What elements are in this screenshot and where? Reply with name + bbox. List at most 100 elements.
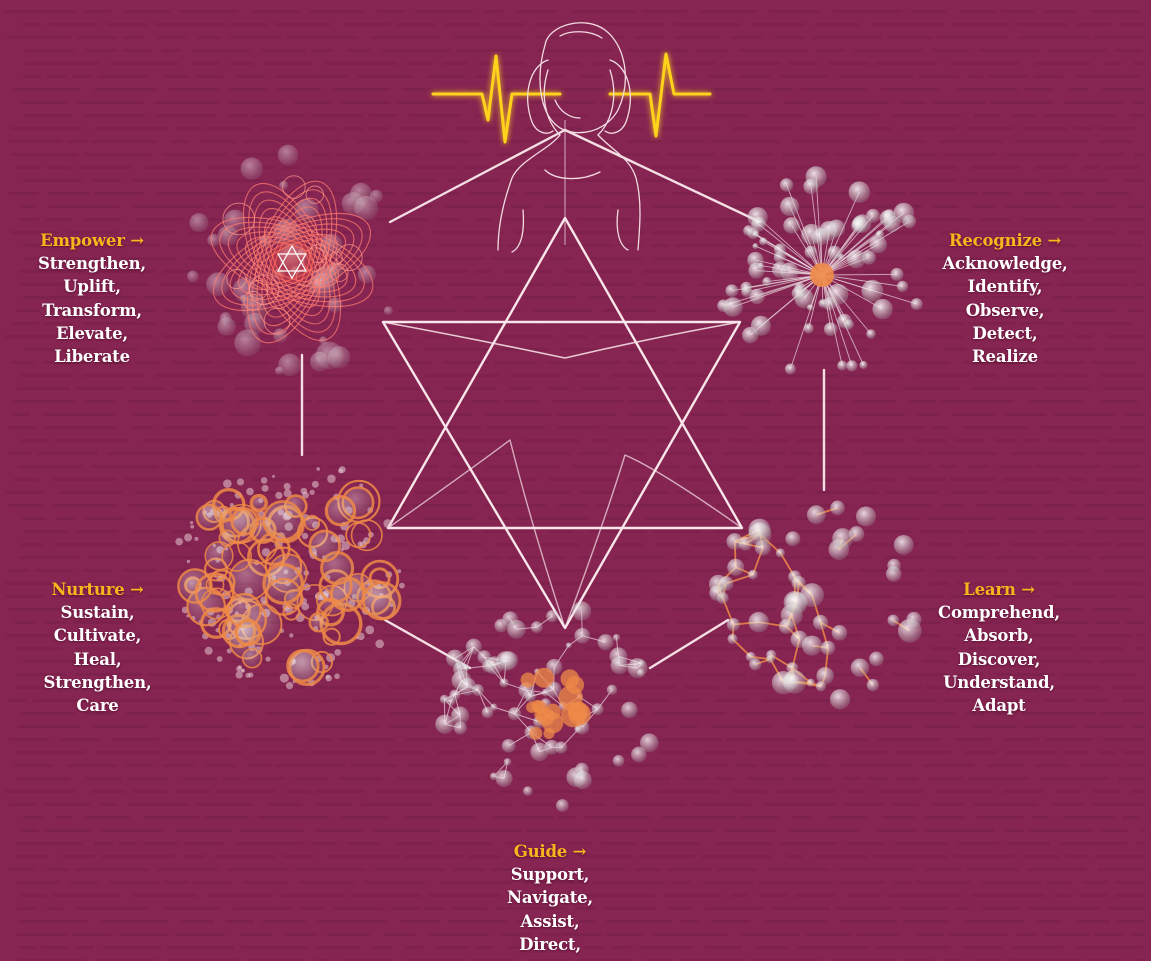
texture-stroke bbox=[565, 660, 592, 663]
network-connectors bbox=[300, 128, 826, 670]
texture-stroke bbox=[1098, 868, 1145, 871]
texture-stroke bbox=[1041, 426, 1112, 429]
texture-stroke bbox=[163, 621, 188, 624]
texture-stroke bbox=[997, 647, 1026, 650]
texture-stroke bbox=[130, 426, 153, 429]
texture-stroke bbox=[973, 725, 1017, 728]
speck bbox=[184, 533, 193, 542]
texture-stroke bbox=[1011, 946, 1064, 949]
texture-stroke bbox=[840, 764, 912, 767]
texture-stroke bbox=[1077, 946, 1143, 949]
texture-stroke bbox=[932, 101, 985, 104]
texture-stroke bbox=[92, 725, 148, 728]
bubble-icon bbox=[495, 770, 513, 788]
texture-stroke bbox=[496, 907, 567, 910]
texture-stroke bbox=[191, 309, 232, 312]
texture-stroke bbox=[43, 426, 117, 429]
texture-stroke bbox=[738, 75, 770, 78]
texture-stroke bbox=[1049, 439, 1101, 442]
bubble-icon bbox=[748, 518, 771, 541]
texture-stroke bbox=[85, 400, 118, 403]
texture-stroke bbox=[1064, 101, 1125, 104]
texture-stroke bbox=[239, 933, 272, 936]
texture-stroke bbox=[956, 582, 1026, 585]
texture-stroke bbox=[533, 868, 565, 871]
texture-stroke bbox=[23, 179, 82, 182]
texture-stroke bbox=[585, 751, 648, 754]
texture-stroke bbox=[800, 699, 855, 702]
texture-stroke bbox=[857, 595, 894, 598]
texture-stroke bbox=[327, 452, 392, 455]
bubble-icon bbox=[725, 284, 739, 298]
texture-stroke bbox=[394, 465, 438, 468]
texture-stroke bbox=[869, 205, 922, 208]
bubble-icon bbox=[207, 233, 221, 247]
texture-stroke bbox=[317, 920, 388, 923]
bubble-icon bbox=[727, 558, 745, 576]
texture-stroke bbox=[1047, 49, 1107, 52]
texture-stroke bbox=[345, 842, 382, 845]
bubble-icon bbox=[820, 640, 836, 656]
texture-stroke bbox=[710, 920, 751, 923]
texture-stroke bbox=[106, 660, 181, 663]
texture-stroke bbox=[942, 504, 964, 507]
texture-stroke bbox=[993, 309, 1054, 312]
texture-stroke bbox=[251, 465, 284, 468]
texture-stroke bbox=[968, 465, 988, 468]
texture-stroke bbox=[8, 504, 43, 507]
texture-stroke bbox=[1094, 530, 1145, 533]
speck bbox=[283, 489, 292, 498]
texture-stroke bbox=[889, 335, 908, 338]
bubble-icon bbox=[591, 703, 604, 716]
texture-stroke bbox=[245, 309, 301, 312]
texture-stroke bbox=[1133, 62, 1145, 65]
texture-stroke bbox=[726, 517, 791, 520]
texture-stroke bbox=[1044, 387, 1090, 390]
texture-stroke bbox=[148, 673, 208, 676]
texture-stroke bbox=[1044, 348, 1095, 351]
bubble-icon bbox=[748, 569, 758, 580]
bubble-icon bbox=[621, 701, 638, 719]
texture-stroke bbox=[924, 764, 975, 767]
speck bbox=[375, 639, 384, 649]
texture-stroke bbox=[717, 868, 756, 871]
texture-stroke bbox=[377, 660, 422, 663]
texture-stroke bbox=[16, 647, 63, 650]
texture-stroke bbox=[1026, 868, 1087, 871]
texture-stroke bbox=[894, 881, 912, 884]
bubble-icon bbox=[887, 614, 900, 627]
texture-stroke bbox=[1053, 686, 1101, 689]
texture-stroke bbox=[47, 192, 89, 195]
texture-stroke bbox=[651, 244, 669, 247]
bubble-icon bbox=[851, 218, 867, 234]
texture-stroke bbox=[1022, 218, 1083, 221]
texture-stroke bbox=[401, 88, 455, 91]
texture-stroke bbox=[311, 153, 330, 156]
texture-stroke bbox=[934, 296, 972, 299]
texture-stroke bbox=[496, 543, 517, 546]
texture-stroke bbox=[558, 426, 599, 429]
texture-stroke bbox=[1089, 153, 1123, 156]
texture-stroke bbox=[8, 426, 36, 429]
texture-stroke bbox=[1126, 621, 1145, 624]
texture-stroke bbox=[364, 881, 426, 884]
texture-stroke bbox=[263, 257, 294, 260]
texture-stroke bbox=[7, 36, 72, 39]
texture-stroke bbox=[1062, 751, 1088, 754]
texture-stroke bbox=[515, 894, 569, 897]
texture-stroke bbox=[451, 296, 475, 299]
texture-stroke bbox=[544, 205, 605, 208]
texture-stroke bbox=[967, 179, 1041, 182]
petal-loop bbox=[246, 233, 338, 291]
texture-stroke bbox=[982, 192, 1013, 195]
texture-stroke bbox=[1120, 426, 1145, 429]
texture-stroke bbox=[247, 764, 271, 767]
texture-stroke bbox=[626, 49, 688, 52]
ring-icon bbox=[329, 263, 349, 282]
texture-stroke bbox=[1024, 725, 1078, 728]
bubble-icon bbox=[612, 633, 621, 642]
texture-stroke bbox=[1054, 413, 1118, 416]
ring-icon bbox=[304, 514, 321, 531]
bubble-icon bbox=[896, 280, 909, 293]
texture-stroke bbox=[548, 88, 623, 91]
